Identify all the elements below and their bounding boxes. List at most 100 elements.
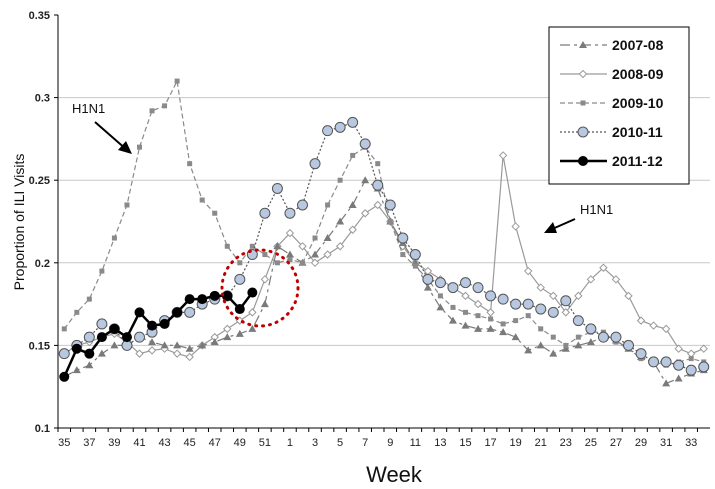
data-point [58, 348, 70, 360]
data-point [560, 295, 572, 307]
series-line [63, 79, 704, 366]
legend-label: 2007-08 [612, 37, 664, 53]
legend-marker [577, 126, 589, 138]
data-point [648, 356, 660, 368]
data-point [400, 252, 406, 258]
data-point [160, 341, 169, 349]
data-point [448, 316, 457, 324]
data-point [273, 242, 282, 250]
data-point [224, 243, 230, 249]
data-point [513, 318, 519, 324]
data-point [699, 344, 708, 353]
data-point [423, 283, 432, 291]
annotation-h1n1-right: H1N1 [580, 202, 613, 217]
data-point [473, 299, 483, 309]
x-tick-label: 3 [312, 437, 318, 449]
data-point [173, 341, 182, 349]
data-point [387, 219, 393, 224]
data-point [674, 344, 683, 353]
data-point [535, 303, 547, 315]
data-point [360, 209, 370, 218]
data-point [624, 291, 633, 301]
data-point [623, 339, 634, 351]
legend-item-2011-12: 2011-12 [560, 153, 663, 169]
x-tick-label: 25 [585, 437, 597, 449]
data-point [149, 108, 155, 114]
x-tick-label: 49 [234, 437, 246, 449]
data-point [309, 158, 321, 170]
x-tick-label: 1 [287, 437, 293, 449]
data-point [237, 260, 243, 266]
data-point [585, 323, 597, 335]
data-point [561, 344, 570, 352]
data-point [135, 349, 144, 358]
data-point [85, 361, 94, 369]
data-point [197, 294, 208, 305]
data-point [148, 338, 157, 346]
data-point [235, 329, 244, 337]
data-point [549, 349, 558, 357]
data-point [359, 138, 371, 150]
data-point [610, 331, 622, 343]
data-point [248, 308, 257, 317]
data-point [209, 290, 220, 301]
data-point [198, 341, 207, 349]
data-point [500, 321, 506, 327]
y-axis-label: Proportion of ILI Visits [11, 154, 27, 291]
data-point [310, 258, 320, 268]
x-tick-label: 15 [459, 437, 471, 449]
data-point [210, 338, 219, 346]
x-tick-label: 13 [434, 437, 446, 449]
legend-item-2009-10: 2009-10 [560, 95, 664, 111]
data-point [323, 234, 332, 242]
data-point [599, 263, 608, 272]
data-point [134, 307, 145, 318]
data-point [223, 324, 232, 334]
data-point [372, 179, 384, 191]
data-point [635, 348, 647, 360]
y-tick-label: 0.15 [29, 340, 50, 352]
data-point [660, 356, 672, 368]
data-point [110, 341, 119, 349]
x-tick-label: 41 [133, 437, 145, 449]
data-point [486, 308, 495, 317]
data-point [260, 275, 270, 284]
data-point [538, 326, 544, 332]
data-point [447, 282, 459, 294]
data-point [575, 334, 581, 340]
data-point [486, 324, 495, 332]
legend-item-2010-11: 2010-11 [560, 124, 663, 140]
x-tick-label: 23 [560, 437, 572, 449]
x-tick-label: 37 [83, 437, 95, 449]
legend-label: 2011-12 [612, 153, 663, 169]
data-point [673, 359, 685, 371]
x-tick-label: 33 [685, 437, 697, 449]
data-point [434, 277, 446, 289]
data-point [298, 242, 307, 251]
data-point [586, 275, 596, 284]
data-point [550, 334, 556, 340]
data-point [347, 116, 359, 128]
x-tick-label: 7 [362, 437, 368, 449]
legend-label: 2010-11 [612, 124, 663, 140]
data-point [498, 151, 508, 160]
data-point [147, 346, 157, 355]
data-point [536, 341, 545, 349]
data-point [335, 242, 345, 251]
y-tick-label: 0.35 [29, 10, 50, 22]
x-tick-label: 27 [610, 437, 622, 449]
highlight-circle [220, 248, 300, 328]
data-point [274, 260, 280, 266]
data-point [271, 182, 283, 194]
data-point [397, 232, 409, 244]
data-point [698, 361, 710, 373]
data-point [662, 379, 671, 387]
data-point [111, 235, 117, 241]
legend-marker [578, 156, 588, 166]
data-point [322, 125, 334, 137]
data-point [524, 346, 533, 354]
data-point [260, 300, 269, 308]
data-point [511, 333, 520, 341]
x-tick-label: 47 [209, 437, 221, 449]
